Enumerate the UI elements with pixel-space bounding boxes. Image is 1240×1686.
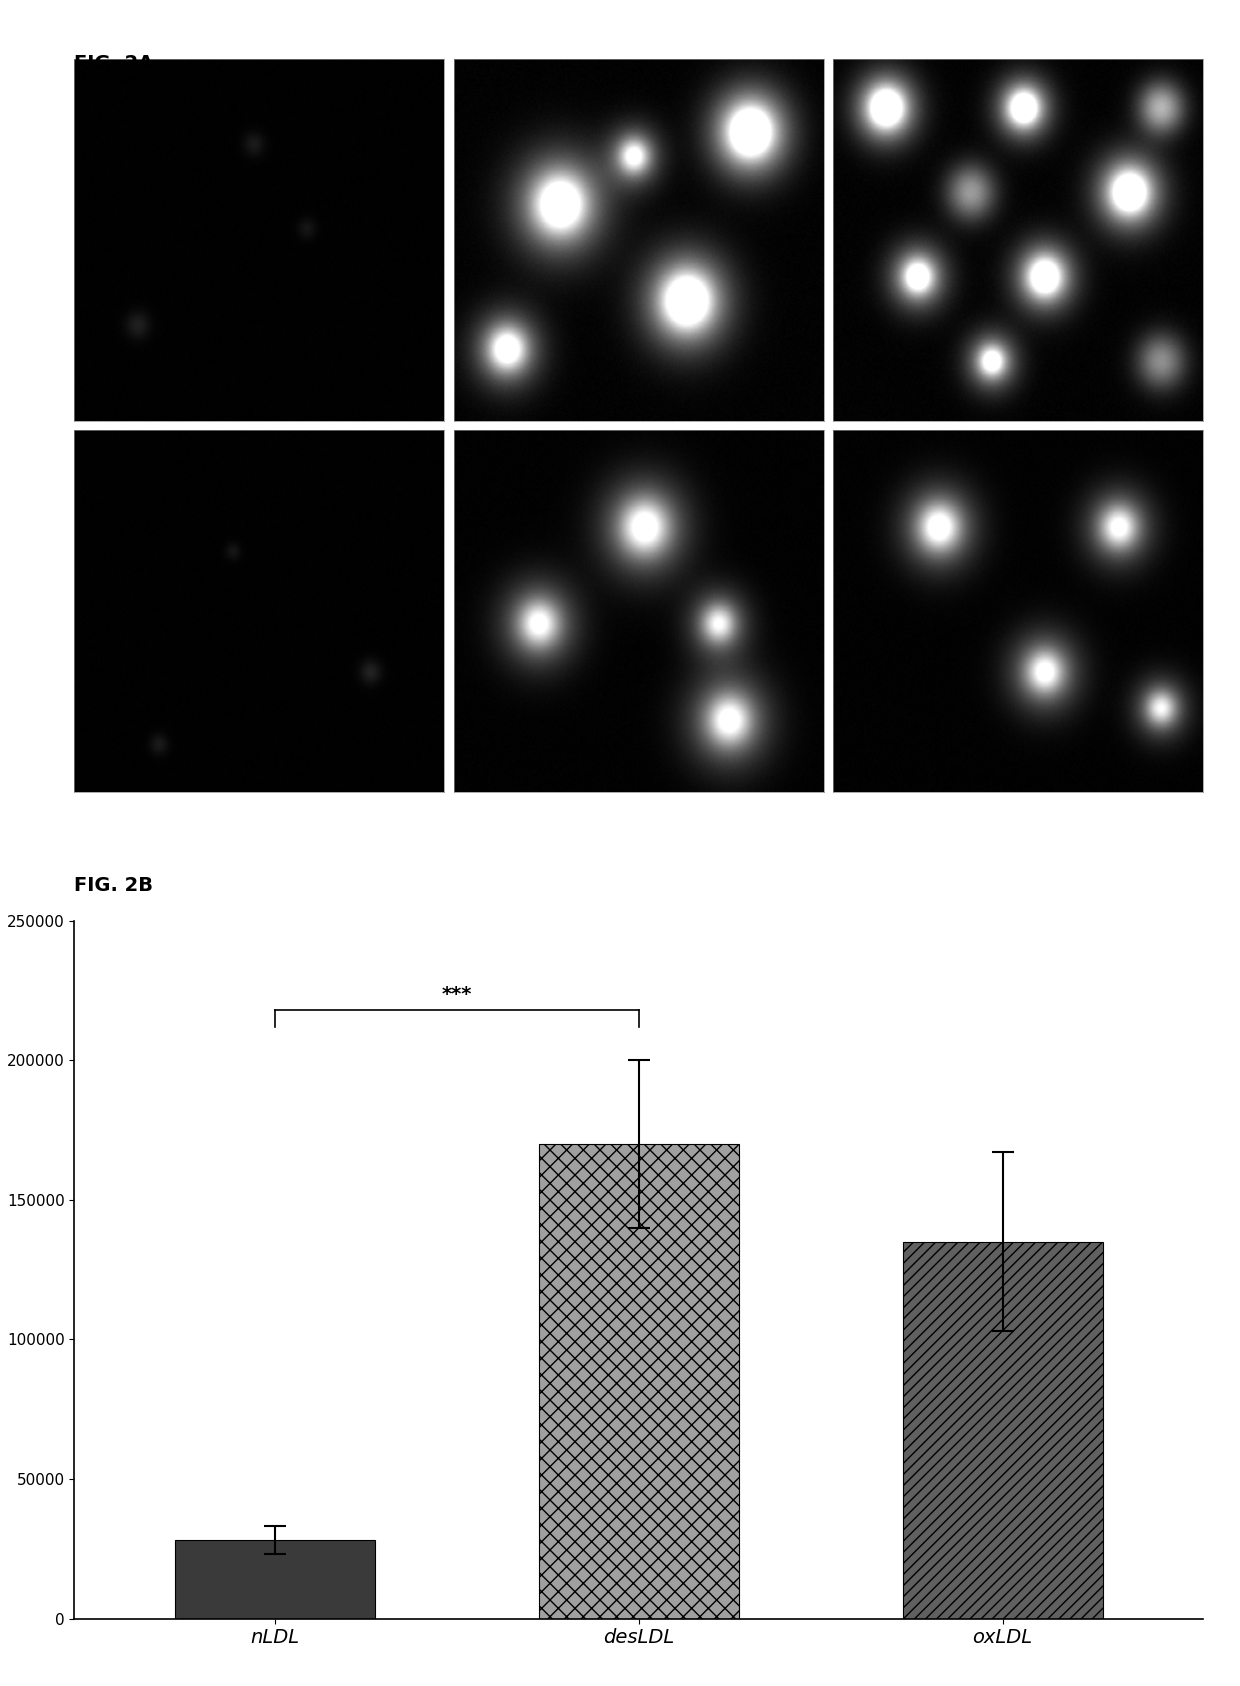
Bar [175, 1541, 374, 1619]
Bar [903, 1241, 1102, 1619]
Text: FIG. 2B: FIG. 2B [74, 877, 154, 895]
Text: FIG. 2A: FIG. 2A [74, 54, 154, 72]
Text: ***: *** [441, 985, 471, 1005]
Bar [538, 1145, 739, 1619]
